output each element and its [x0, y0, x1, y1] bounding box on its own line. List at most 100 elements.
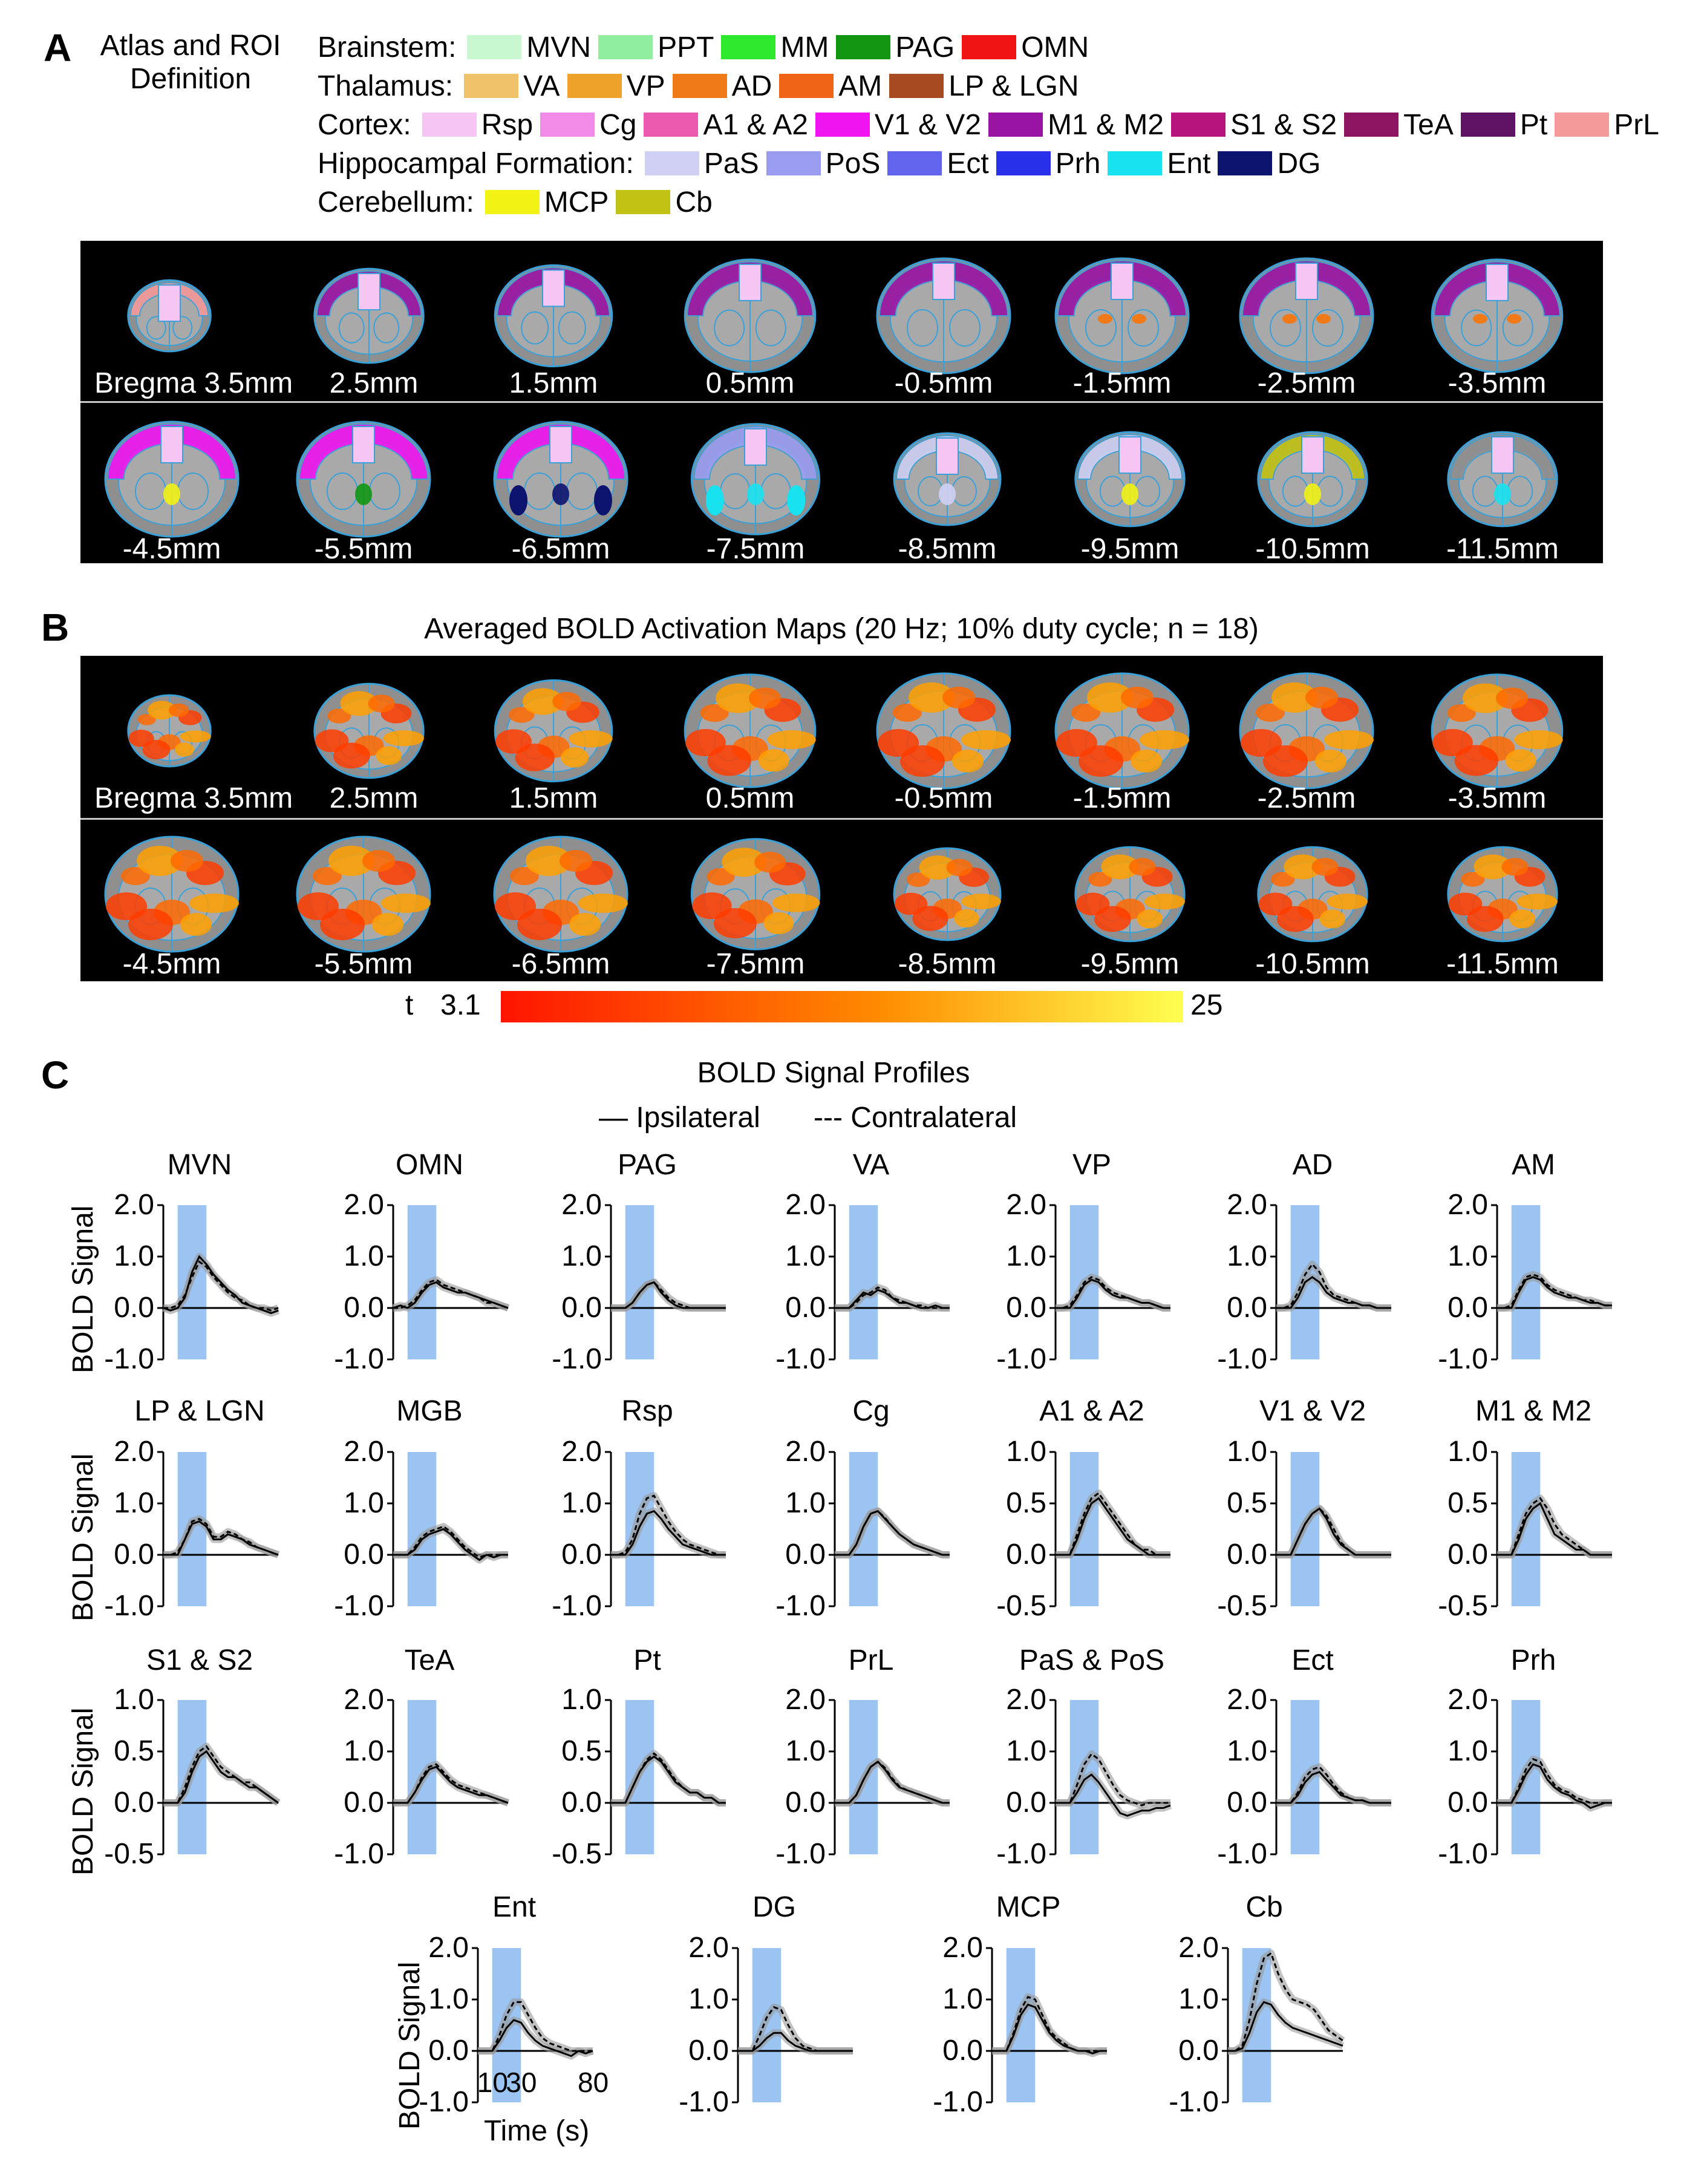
- plot-svg: [732, 1947, 853, 2104]
- activation-slice: [296, 659, 442, 802]
- atlas-row-separator: [80, 401, 1603, 403]
- y-tick-label: 2.0: [344, 1189, 384, 1221]
- plot-title: TeA: [404, 1644, 455, 1676]
- bregma-label: -3.5mm: [1448, 782, 1547, 814]
- contralateral-line: [1056, 1491, 1170, 1556]
- y-tick-label: 1.0: [1448, 1735, 1488, 1767]
- y-tick-label: 0.0: [785, 1787, 826, 1819]
- legend-swatch: [996, 151, 1051, 175]
- bregma-label: 1.5mm: [509, 782, 598, 814]
- plot-title: MCP: [996, 1891, 1061, 1923]
- legend-swatch: [766, 151, 821, 175]
- bregma-label: 0.5mm: [705, 782, 795, 814]
- activation-slice: [1425, 659, 1570, 802]
- y-tick-label: 2.0: [561, 1436, 602, 1468]
- plot-title: VA: [852, 1149, 890, 1181]
- atlas-slice: [1430, 408, 1575, 550]
- legend-swatch: [464, 74, 519, 98]
- contralateral-line: [1276, 1765, 1391, 1804]
- plot-title: OMN: [396, 1149, 463, 1181]
- legend-item: Cb: [616, 186, 713, 219]
- y-tick-label: -1.0: [1438, 1838, 1488, 1870]
- atlas-slice: [875, 408, 1020, 550]
- legend-swatch: [422, 113, 477, 137]
- plot-title: VP: [1072, 1149, 1112, 1181]
- colorbar-max: 25: [1190, 989, 1223, 1021]
- legend-item: TeA: [1344, 108, 1454, 142]
- legend-item: DG: [1218, 147, 1320, 180]
- y-tick-label: 2.0: [785, 1436, 826, 1468]
- y-tick-label: 0.5: [1006, 1487, 1046, 1519]
- atlas-slice: [99, 408, 244, 550]
- atlas-slice: [1234, 244, 1379, 387]
- y-tick-label: 0.0: [344, 1538, 384, 1571]
- legend-label: TeA: [1403, 108, 1454, 141]
- ipsilateral-line: [835, 1761, 950, 1804]
- legend-label: PAG: [895, 31, 955, 64]
- plot-svg: [605, 1451, 726, 1607]
- y-tick-label: 1.0: [344, 1240, 384, 1272]
- legend-item: MCP: [485, 186, 609, 219]
- y-tick-label: 0.0: [561, 1787, 602, 1819]
- contralateral-line: [992, 1995, 1107, 2052]
- legend-label: LP & LGN: [948, 70, 1079, 102]
- legend-swatch: [1108, 151, 1163, 175]
- contralateral-line: [835, 1509, 950, 1556]
- legend-swatch: [1555, 113, 1610, 137]
- plot-title: LP & LGN: [134, 1395, 265, 1427]
- bregma-label: -8.5mm: [898, 533, 997, 565]
- y-tick-label: -1.0: [775, 1590, 826, 1622]
- bregma-label: -0.5mm: [894, 782, 993, 814]
- plot-svg: [1049, 1699, 1172, 1855]
- legend-item: VP: [567, 70, 665, 103]
- bregma-label: -8.5mm: [898, 948, 997, 980]
- legend-item: A1 & A2: [644, 108, 808, 142]
- y-tick-label: 1.0: [1448, 1240, 1488, 1272]
- stimulus-block: [849, 1205, 878, 1359]
- atlas-slice: [481, 244, 626, 387]
- y-tick-label: 0.0: [1448, 1787, 1488, 1819]
- legend-label: PoS: [825, 147, 881, 180]
- activation-slice: [677, 659, 823, 802]
- atlas-slice: [1049, 244, 1195, 387]
- legend-item: VA: [464, 70, 560, 103]
- plot-title: A1 & A2: [1039, 1395, 1144, 1427]
- bregma-label: -11.5mm: [1446, 948, 1559, 980]
- legend-label: Prh: [1055, 147, 1101, 180]
- plot-svg: [1049, 1204, 1170, 1361]
- legend-item: MVN: [467, 31, 591, 64]
- activation-slice: [291, 823, 436, 965]
- y-tick-label: 0.0: [785, 1292, 826, 1324]
- y-tick-label: 0.0: [1006, 1787, 1046, 1819]
- legend-swatch: [815, 113, 870, 137]
- plot-title: Ect: [1291, 1644, 1334, 1676]
- legend-category: Thalamus:: [318, 70, 454, 102]
- y-tick-label: 0.0: [561, 1538, 602, 1571]
- contralateral-line: [611, 1494, 726, 1556]
- plot-svg: [829, 1204, 950, 1361]
- y-tick-label: 2.0: [1006, 1189, 1046, 1221]
- legend-swatch: [644, 151, 699, 175]
- y-tick-label: 1.0: [114, 1240, 154, 1272]
- atlas-slice: [1425, 244, 1570, 387]
- ipsilateral-line: [1497, 1276, 1612, 1309]
- y-tick-label: -1.0: [775, 1343, 826, 1375]
- legend-category: Cortex:: [318, 108, 411, 141]
- y-tick-label: 2.0: [344, 1436, 384, 1468]
- y-tick-label: 0.0: [114, 1292, 154, 1324]
- y-tick-label: 2.0: [114, 1436, 154, 1468]
- bregma-label: -3.5mm: [1448, 367, 1547, 399]
- legend-label: OMN: [1021, 31, 1089, 64]
- plot-svg: [1491, 1204, 1612, 1361]
- panel-c-title: BOLD Signal Profiles: [697, 1057, 970, 1089]
- plot-title: PrL: [848, 1644, 894, 1676]
- y-tick-label: 0.0: [1006, 1292, 1046, 1324]
- y-tick-label: -1.0: [104, 1343, 154, 1375]
- legend-label: PPT: [658, 31, 714, 64]
- plot-svg: [986, 1947, 1107, 2104]
- ipsilateral-line: [1228, 2001, 1343, 2052]
- y-tick-label: -1.0: [996, 1838, 1046, 1870]
- legend-item: Rsp: [422, 108, 533, 142]
- legend-label: Ect: [947, 147, 989, 180]
- x-tick-label: 30: [506, 2067, 537, 2098]
